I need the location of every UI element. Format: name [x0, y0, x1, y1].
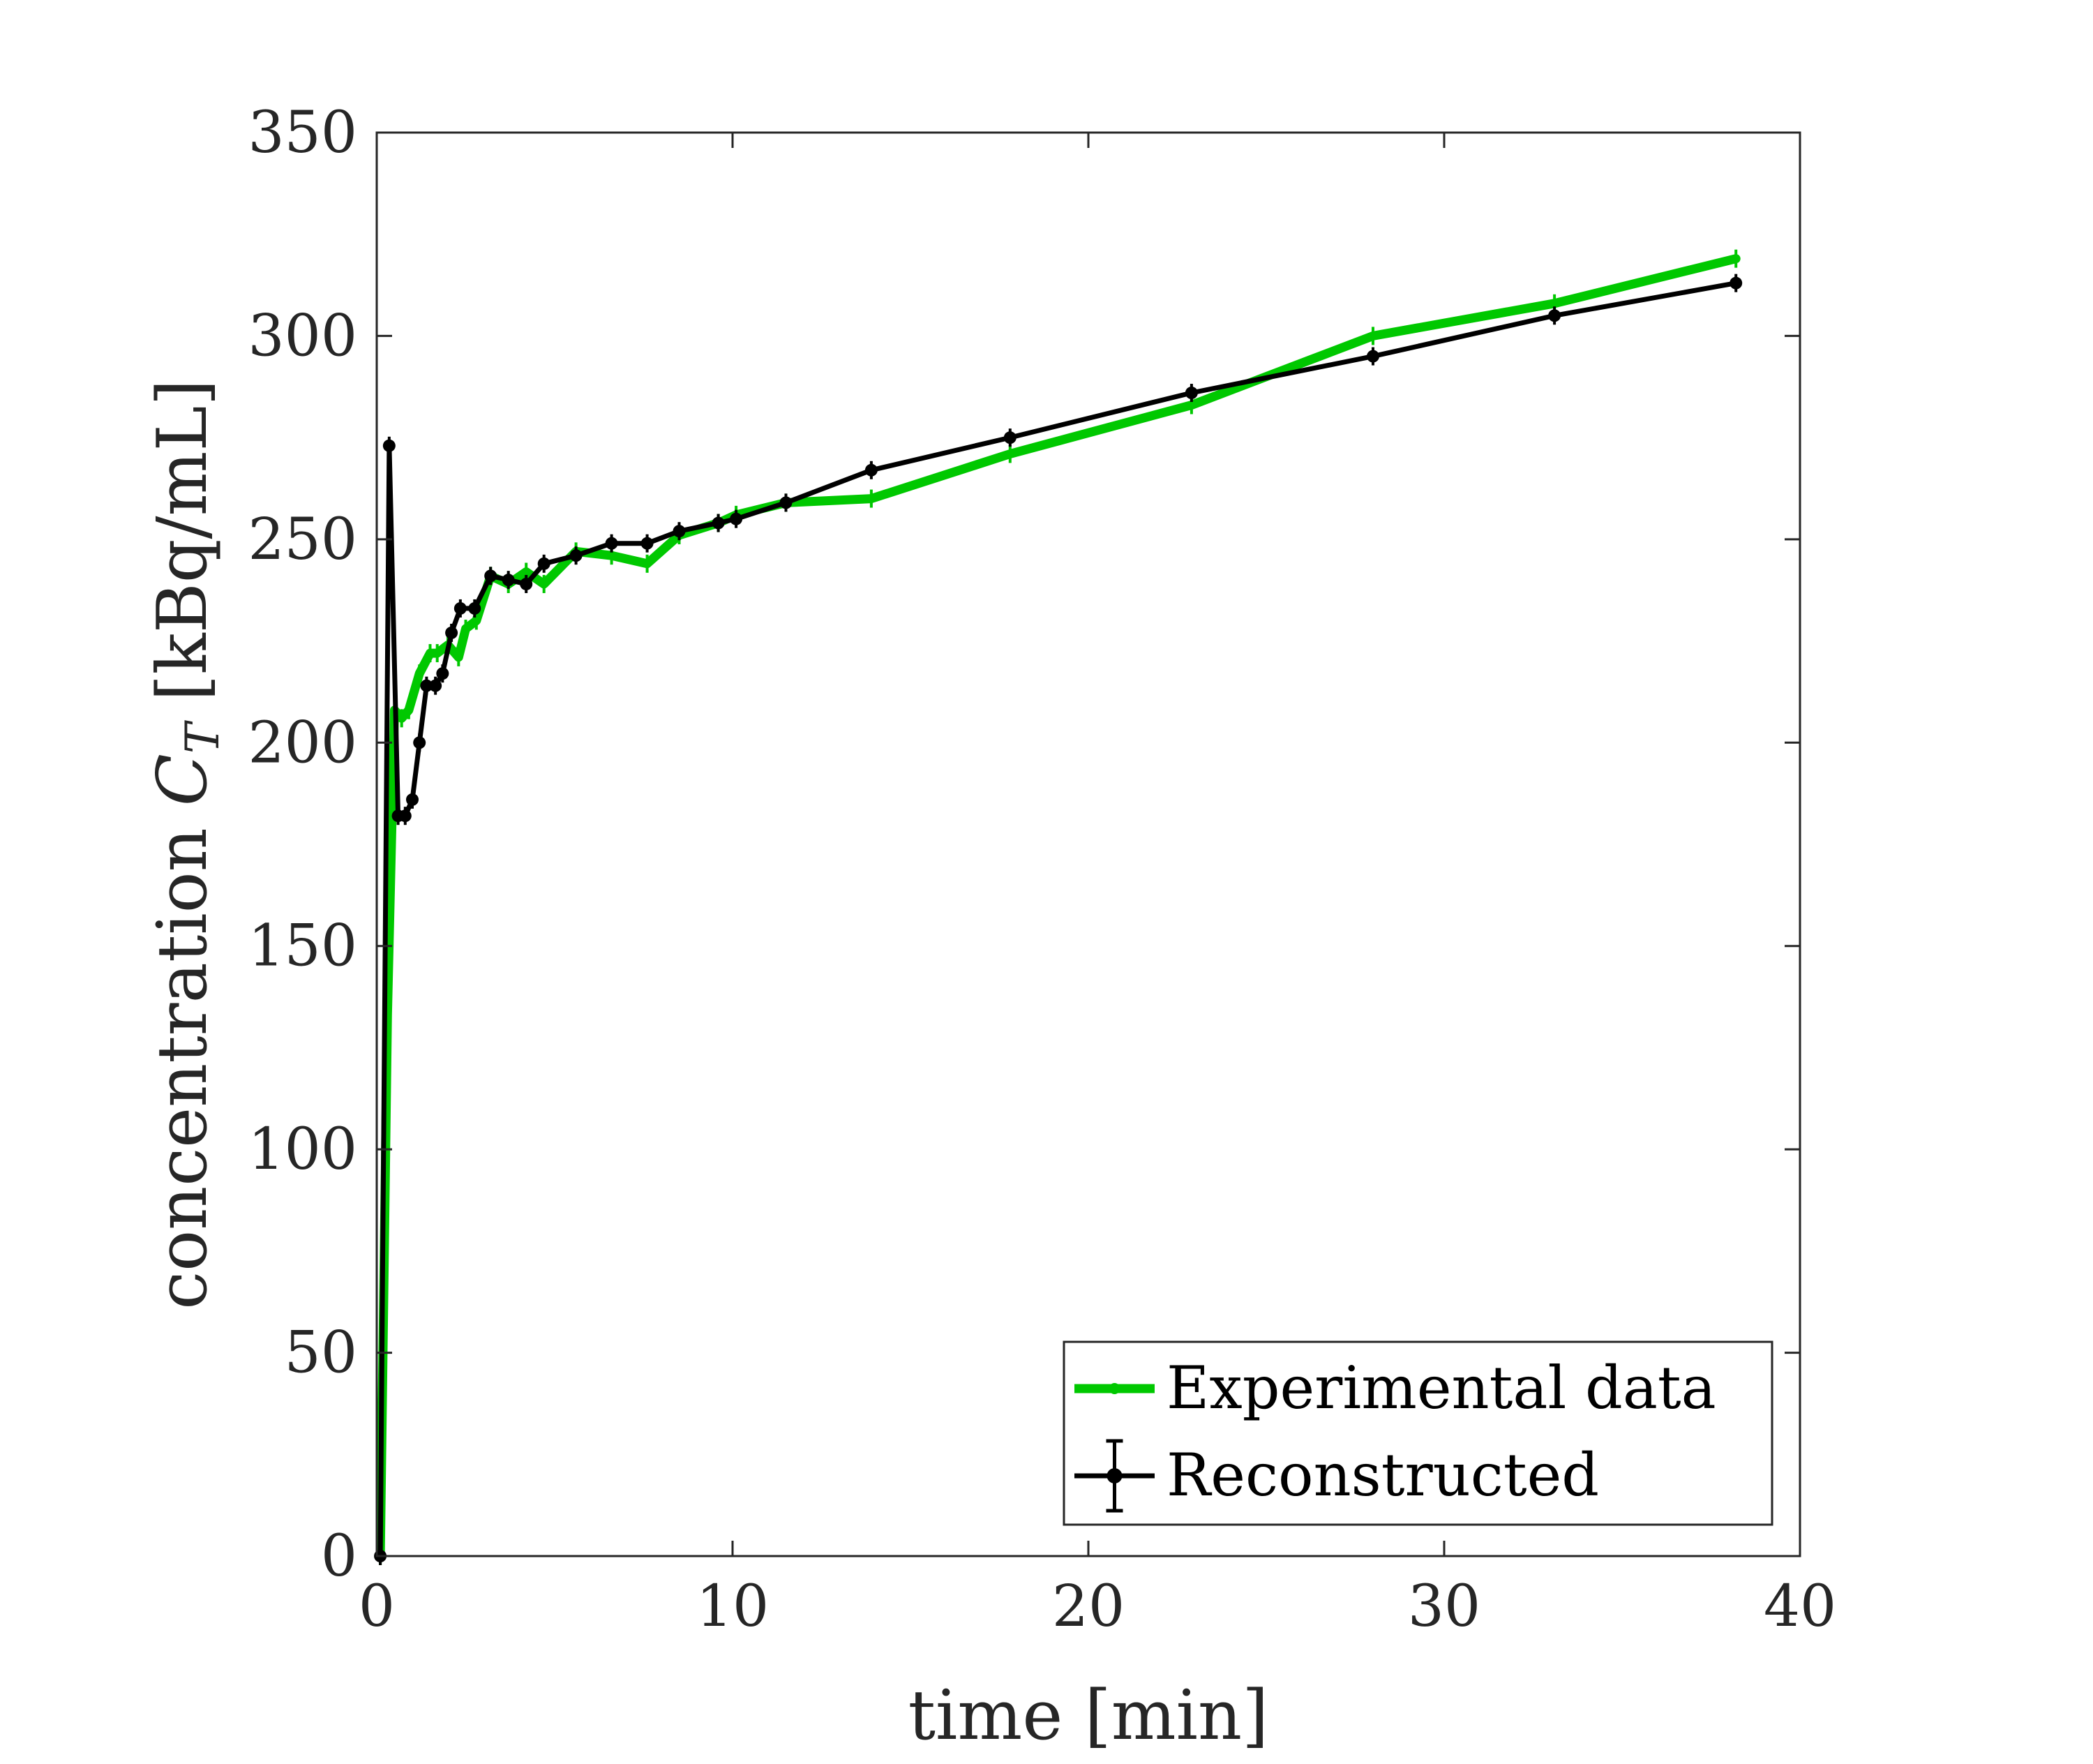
data-point: [520, 577, 533, 590]
data-point: [454, 652, 463, 662]
data-point: [605, 537, 618, 550]
data-point: [406, 793, 419, 806]
x-tick-label: 0: [359, 1574, 395, 1640]
data-point: [461, 625, 470, 634]
data-point: [1187, 401, 1196, 410]
x-tick-label: 10: [696, 1574, 769, 1640]
y-tick-label: 0: [321, 1523, 357, 1590]
y-axis-label: concentration CT [kBq/mL]: [143, 379, 230, 1309]
data-point: [472, 616, 481, 625]
data-point: [1369, 331, 1377, 341]
y-tick-label: 150: [248, 913, 357, 980]
legend-label-experimental: Experimental data: [1166, 1354, 1716, 1422]
y-tick-label: 350: [248, 100, 357, 166]
data-point: [445, 626, 458, 639]
data-point: [404, 705, 413, 715]
x-tick-label: 30: [1408, 1574, 1480, 1640]
data-point: [867, 494, 876, 503]
data-point: [730, 512, 743, 525]
y-axis-label-subscript: T: [176, 719, 230, 754]
legend-label-reconstructed: Reconstructed: [1166, 1441, 1599, 1509]
data-point: [398, 809, 412, 823]
data-point: [502, 574, 515, 587]
data-point: [1550, 299, 1559, 308]
x-tick-label: 20: [1052, 1574, 1125, 1640]
y-axis-label-symbol: C: [143, 754, 223, 806]
y-axis-label-suffix: [kBq/mL]: [143, 379, 223, 723]
x-axis-label: time [min]: [908, 1676, 1269, 1756]
data-point: [1367, 350, 1379, 363]
data-point: [673, 525, 686, 538]
x-tick-label: 40: [1764, 1574, 1836, 1640]
data-point: [1003, 431, 1017, 444]
data-point: [522, 567, 531, 576]
data-point: [607, 551, 616, 560]
data-point: [429, 679, 442, 692]
data-point: [1548, 309, 1561, 322]
data-point: [415, 669, 424, 678]
plot-area: [377, 133, 1800, 1556]
data-point: [397, 714, 406, 723]
y-tick-label: 50: [285, 1320, 357, 1386]
data-point: [537, 557, 550, 570]
data-point: [468, 601, 481, 615]
y-tick-label: 200: [248, 710, 357, 776]
series-layer: [374, 249, 1743, 1565]
data-point: [420, 679, 433, 692]
data-point: [484, 569, 497, 583]
y-tick-label: 100: [248, 1116, 357, 1183]
data-point: [779, 496, 793, 509]
data-point: [643, 559, 652, 568]
data-point: [864, 463, 878, 477]
legend: Experimental data Reconstructed: [1063, 1340, 1773, 1526]
data-point: [426, 649, 435, 658]
data-point: [413, 736, 426, 749]
data-point: [569, 549, 583, 562]
legend-swatch-marker: [1106, 1468, 1123, 1483]
y-tick-label: 250: [248, 507, 357, 573]
data-point: [453, 601, 467, 615]
legend-swatches: [1074, 1383, 1155, 1513]
data-point: [640, 537, 654, 550]
data-point: [712, 516, 725, 530]
data-point: [382, 439, 396, 452]
data-point: [1732, 254, 1741, 263]
data-point: [1730, 276, 1743, 290]
legend-swatch-marker: [1109, 1383, 1120, 1394]
data-point: [1005, 449, 1014, 458]
tick-layer: 0 10 20 30 40 0 50 100 150 200 250 300 350: [248, 100, 1836, 1640]
data-point: [436, 667, 449, 680]
data-point: [1185, 387, 1198, 400]
legend-box: [1063, 1340, 1773, 1526]
y-tick-label: 300: [248, 303, 357, 369]
y-axis-label-prefix: concentration: [143, 806, 223, 1310]
data-point: [433, 649, 442, 658]
data-point: [539, 579, 548, 588]
